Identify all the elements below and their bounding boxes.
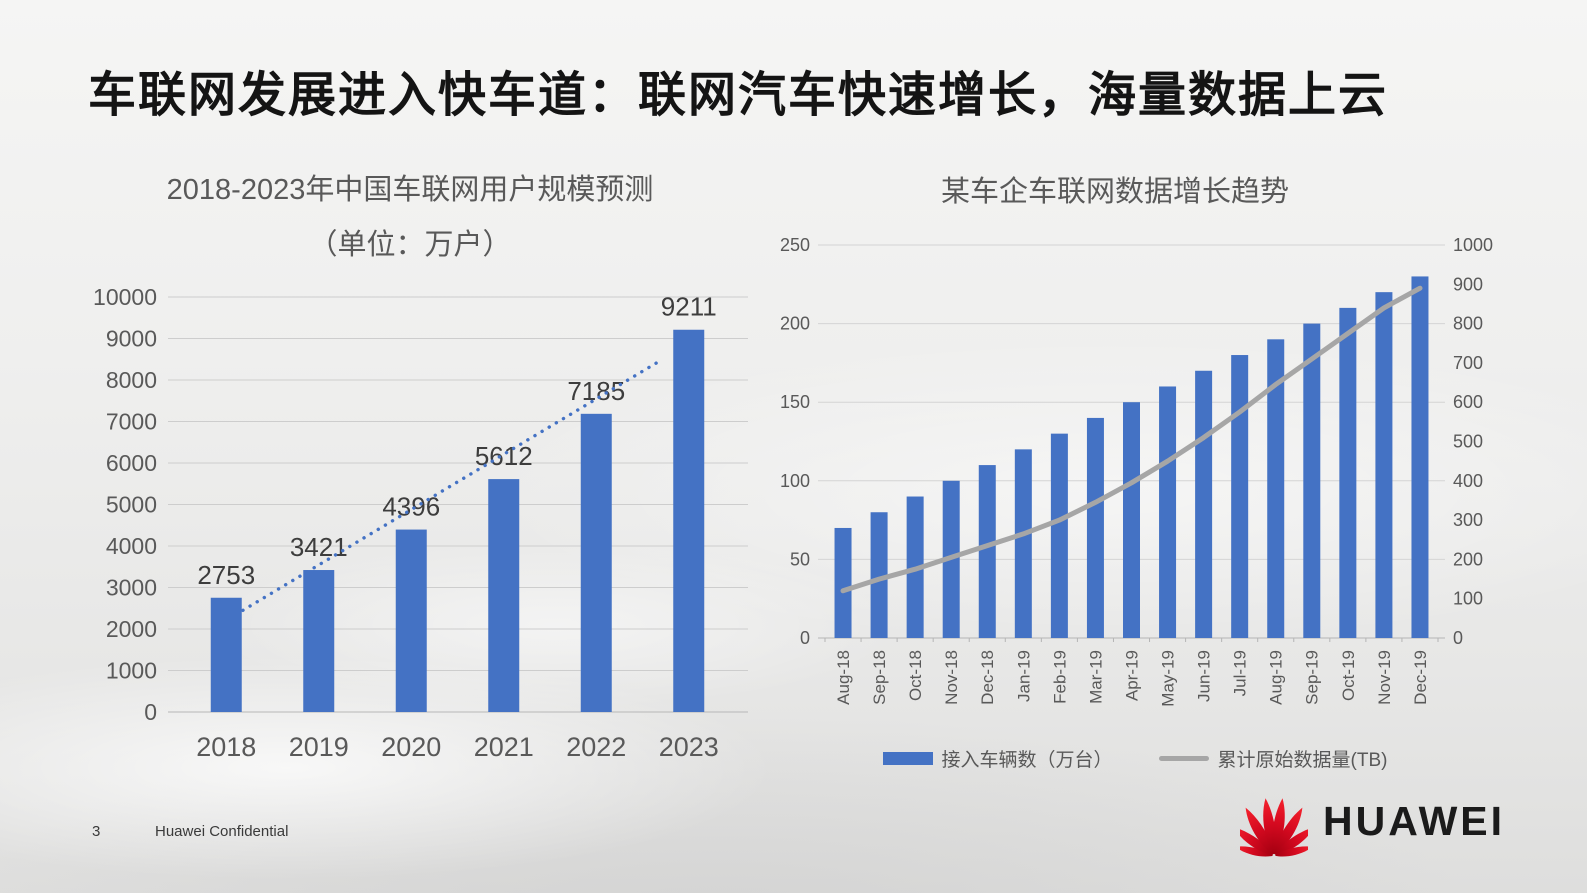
legend-label-data-volume: 累计原始数据量(TB) [1217,750,1388,771]
y-tick-label: 3000 [106,575,157,601]
bar-value-label: 3421 [290,532,348,562]
bar-2019 [303,570,335,712]
y-tick-label: 10000 [93,284,157,310]
huawei-logo: HUAWEI [1240,784,1505,859]
y-tick-label: 0 [144,699,157,725]
right-y-tick-label: 400 [1453,471,1483,491]
left-chart-subtitle: （单位：万户） [308,229,512,261]
right-y-tick-label: 800 [1453,314,1483,334]
month-label: Oct-18 [906,650,925,701]
bar-Sep-19 [1303,323,1321,638]
bar-value-label: 7185 [567,376,625,406]
right-y-tick-label: 300 [1453,510,1483,530]
bar-series-swatch [882,752,933,765]
bar-Jan-19 [1014,449,1032,638]
month-label: Mar-19 [1086,650,1105,704]
bar-2023 [673,329,705,712]
bar-Sep-18 [870,512,888,638]
month-label: Jun-19 [1195,650,1214,702]
bar-value-label: 5612 [475,441,533,471]
right-y-tick-label: 0 [1453,628,1463,648]
left-y-tick-label: 100 [780,471,810,491]
x-tick-label: 2019 [289,732,349,762]
left-y-tick-label: 250 [780,235,810,255]
x-tick-label: 2021 [474,732,534,762]
legend-item-data-volume: 累计原始数据量(TB) [1158,745,1388,772]
right-y-tick-label: 1000 [1453,235,1493,255]
right-chart-legend: 接入车辆数（万台） 累计原始数据量(TB) [770,745,1500,772]
bar-Aug-19 [1267,339,1285,638]
left-y-tick-label: 0 [800,628,810,648]
month-label: Apr-19 [1122,650,1141,701]
month-label: Dec-19 [1411,650,1430,705]
right-y-tick-label: 700 [1453,353,1483,373]
right-combo-chart: 0 50 100 150 200 250 0 100 200 300 400 500 600 700 800… [780,235,1493,707]
bar-May-19 [1159,386,1177,638]
bar-Oct-19 [1339,307,1357,638]
month-label: Jul-19 [1231,650,1250,696]
bar-Jun-19 [1195,370,1213,638]
bar-Feb-19 [1050,433,1068,638]
line-series-swatch [1158,756,1209,761]
right-y-tick-label: 200 [1453,549,1483,569]
slide-title: 车联网发展进入快车道：联网汽车快速增长，海量数据上云 [88,69,1389,122]
month-label: Jan-19 [1014,650,1033,702]
huawei-wordmark: HUAWEI [1323,798,1505,844]
left-chart-title: 2018-2023年中国车联网用户规模预测 [166,174,654,206]
left-y-tick-label: 150 [780,392,810,412]
bar-value-label: 4396 [382,492,440,522]
y-tick-label: 5000 [106,492,157,518]
month-label: May-19 [1159,650,1178,707]
month-label: Aug-18 [834,650,853,705]
right-y-tick-label: 500 [1453,432,1483,452]
cumulative-data-line [840,285,1423,594]
right-y-tick-label: 100 [1453,589,1483,609]
bar-Apr-19 [1123,402,1140,638]
bar-Jul-19 [1231,355,1249,638]
page-number: 3 [92,823,101,840]
x-tick-label: 2020 [381,732,441,762]
bar-value-label: 2753 [197,560,255,590]
y-tick-label: 2000 [106,616,157,642]
legend-label-vehicles: 接入车辆数（万台） [941,750,1113,771]
bar-Aug-18 [834,527,852,638]
bar-value-label: 9211 [661,292,717,322]
left-y-tick-label: 200 [780,314,810,334]
left-y-tick-label: 50 [790,549,810,569]
bar-Mar-19 [1086,417,1104,638]
bar-2020 [395,529,427,712]
x-tick-label: 2023 [659,732,719,762]
month-label: Oct-19 [1339,650,1358,701]
month-label: Sep-18 [870,650,889,705]
y-tick-label: 8000 [106,367,157,393]
bar-2022 [580,413,612,712]
month-label: Nov-18 [942,650,961,705]
x-tick-label: 2018 [196,732,256,762]
right-y-tick-label: 900 [1453,274,1483,294]
bar-Dec-19 [1411,276,1429,638]
right-y-tick-label: 600 [1453,392,1483,412]
y-tick-label: 6000 [106,450,157,476]
month-label: Sep-19 [1303,650,1322,705]
month-label: Nov-19 [1375,650,1394,705]
bar-2018 [210,597,242,712]
y-tick-label: 9000 [106,326,157,352]
bar-Nov-19 [1375,292,1393,638]
legend-item-vehicles: 接入车辆数（万台） [882,745,1113,772]
confidential-label: Huawei Confidential [155,823,289,840]
month-label: Dec-18 [978,650,997,705]
month-label: Aug-19 [1267,650,1286,705]
right-chart-title: 某车企车联网数据增长趋势 [940,176,1289,208]
y-tick-label: 7000 [106,409,157,435]
x-tick-label: 2022 [566,732,626,762]
left-bar-chart: 0 1000 2000 3000 4000 5000 6000 7000 8000 9000 100… [93,284,748,762]
huawei-flower-icon [1240,798,1308,857]
y-tick-label: 1000 [106,658,157,684]
bar-2021 [488,479,520,712]
month-label: Feb-19 [1050,650,1069,704]
bar-Dec-18 [978,465,996,638]
y-tick-label: 4000 [106,533,157,559]
